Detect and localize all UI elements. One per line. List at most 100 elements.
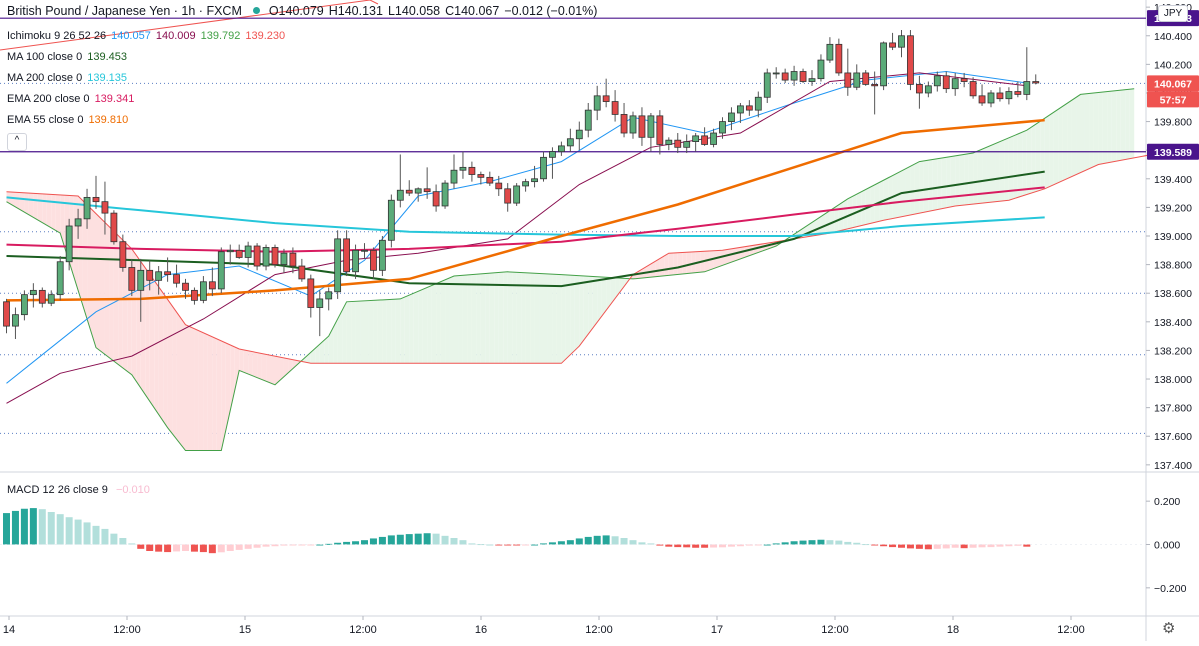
macd-histogram-bar [790,541,798,545]
indicator-legend-row[interactable]: EMA 200 close 0 139.341 [7,92,139,106]
macd-histogram-bar [978,544,986,548]
ohlc-value: C140.067 [445,4,500,18]
indicator-legend-row[interactable]: EMA 55 close 0 139.810 [7,113,133,127]
macd-histogram-bar [584,536,592,545]
gear-icon[interactable]: ⚙ [1162,620,1176,637]
lagging-span-line [0,0,379,51]
cloud-fill-segment [176,312,182,445]
currency-badge[interactable]: JPY [1158,5,1188,22]
cloud-fill-segment [713,250,719,269]
macd-histogram-bar [65,517,73,545]
cloud-fill-segment [462,274,468,364]
cloud-fill-segment [588,276,593,335]
indicator-legend-row[interactable]: Ichimoku 9 26 52 26 140.057 140.009 139.792… [7,29,290,43]
candle-body [334,238,342,293]
symbol-legend: British Pound / Japanese Yen · 1h · FXCM… [7,4,607,18]
collapse-legend-button[interactable]: ^ [7,133,27,151]
cloud-fill-segment [1111,90,1117,162]
cloud-fill-segment [847,196,853,229]
cloud-fill-segment [565,274,571,360]
cloud-fill-segment [977,149,983,204]
macd-histogram-bar [933,544,941,549]
cloud-fill-segment [843,198,848,230]
cloud-fill-segment [530,272,535,364]
cloud-fill-segment [722,249,727,266]
cloud-fill-segment [91,209,96,348]
cloud-fill-segment [668,252,674,276]
candle-body [325,291,333,300]
macd-histogram-bar [432,533,440,545]
macd-histogram-bar [808,540,816,545]
price-tick-label: 138.400 [1154,317,1192,329]
ohlc-value: H140.131 [328,4,383,18]
macd-histogram-bar [235,544,243,550]
indicator-line [6,170,1045,288]
candle-body [3,301,10,327]
macd-value: −0.010 [115,484,150,496]
candle-body [92,196,100,203]
macd-histogram-bar [20,508,28,545]
cloud-fill-segment [659,255,665,277]
macd-histogram-bar [1014,544,1022,546]
cloud-fill-segment [368,300,374,364]
cloud-fill-segment [516,272,522,364]
macd-histogram-bar [996,544,1004,547]
cloud-fill-segment [677,252,683,275]
macd-histogram-bar [316,544,324,546]
ohlc-value: −0.012 (−0.01%) [504,4,598,18]
macd-histogram-bar [173,544,181,552]
cloud-fill-segment [342,301,347,364]
cloud-fill-segment [570,275,575,355]
ohlc-values: O140.079 H140.131 L140.058 C140.067 −0.012 (… [269,4,603,18]
cloud-fill-segment [1067,100,1072,179]
indicator-legend-row[interactable]: MA 100 close 0 139.453 [7,50,132,64]
candle-body [763,72,771,98]
macd-histogram-bar [325,543,333,545]
candle-body [441,182,449,207]
cloud-fill-segment [395,298,401,364]
cloud-fill-segment [163,293,168,428]
macd-histogram-bar [826,540,834,545]
cloud-fill-segment [257,352,262,380]
cloud-fill-segment [337,310,343,364]
cloud-fill-segment [489,272,495,364]
cloud-fill-segment [109,226,114,362]
macd-histogram-bar [38,509,46,545]
candle-body [871,83,879,87]
cloud-fill-segment [1089,92,1094,169]
cloud-fill-segment [239,348,244,373]
cloud-fill-segment [955,155,960,206]
cloud-fill-segment [973,151,978,205]
cloud-fill-segment [189,326,195,451]
cloud-fill-segment [212,336,217,451]
candle-body [737,105,744,114]
candle-body [378,239,386,271]
price-tick-label: 139.200 [1154,202,1192,214]
cloud-fill-segment [1022,130,1027,196]
cloud-fill-segment [503,271,508,364]
macd-histogram-bar [450,538,458,545]
candle-body [486,176,494,184]
macd-histogram-bar [128,543,136,545]
indicator-value: 139.341 [94,93,135,105]
candle-body [119,241,127,268]
cloud-fill-segment [113,231,119,365]
candle-body [289,252,297,267]
cloud-fill-segment [574,275,580,351]
macd-histogram-bar [199,544,207,553]
cloud-fill-segment [225,342,231,431]
candle-body [790,71,798,81]
cloud-fill-segment [46,194,52,228]
cloud-fill-segment [122,240,128,372]
cloud-fill-segment [306,352,311,364]
cloud-fill-segment [1031,124,1036,194]
cloud-fill-segment [982,147,987,204]
candle-body [566,138,574,147]
cloud-fill-segment [1071,97,1077,177]
indicator-name: MA 100 close 0 [7,51,83,63]
macd-histogram-bar [924,544,932,550]
macd-histogram-bar [719,544,726,548]
indicator-legend-row[interactable]: MA 200 close 0 139.135 [7,71,132,85]
